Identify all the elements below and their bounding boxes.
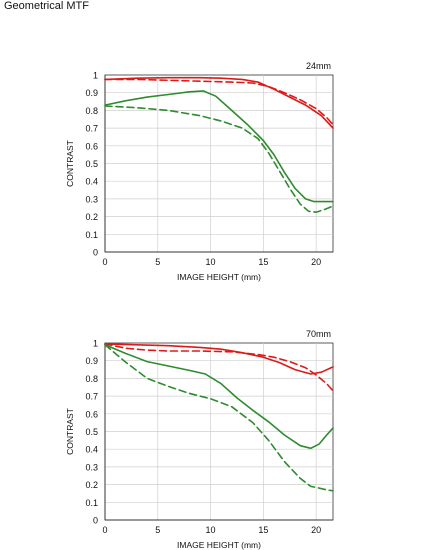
y-tick-label: 0.1 (85, 230, 98, 240)
y-tick-label: 0 (93, 248, 98, 258)
y-tick-label: 0.9 (85, 88, 98, 98)
x-tick-label: 0 (102, 525, 107, 535)
y-tick-label: 0.8 (85, 106, 98, 116)
y-tick-label: 0.6 (85, 409, 98, 419)
x-axis-label: IMAGE HEIGHT (mm) (177, 272, 261, 282)
y-axis-label: CONTRAST (65, 408, 75, 455)
y-tick-label: 0.5 (85, 159, 98, 169)
y-tick-label: 0.8 (85, 374, 98, 384)
y-tick-label: 0.3 (85, 462, 98, 472)
page-title: Geometrical MTF (4, 0, 89, 12)
y-tick-label: 0.5 (85, 427, 98, 437)
y-tick-label: 1 (93, 71, 98, 81)
chart-title: 70mm (306, 329, 331, 339)
series-line-2 (104, 78, 334, 126)
y-tick-label: 0.2 (85, 480, 98, 490)
y-tick-label: 0.4 (85, 445, 98, 455)
x-tick-label: 15 (258, 525, 268, 535)
y-tick-label: 0.4 (85, 177, 98, 187)
x-tick-label: 0 (102, 257, 107, 267)
series-line-3 (104, 344, 334, 450)
x-tick-label: 15 (258, 257, 268, 267)
y-tick-label: 0.2 (85, 212, 98, 222)
x-tick-label: 20 (311, 525, 321, 535)
series-line-4 (104, 105, 334, 213)
y-tick-label: 0.7 (85, 124, 98, 134)
y-tick-label: 0.9 (85, 356, 98, 366)
y-tick-label: 0 (93, 516, 98, 526)
y-tick-label: 0.3 (85, 194, 98, 204)
chart-title: 24mm (306, 61, 331, 71)
series-line-1 (104, 76, 334, 129)
mtf-chart-70mm: 00.10.20.30.40.50.60.70.80.910 5 10 15 2070m… (65, 329, 334, 550)
y-tick-label: 0.6 (85, 141, 98, 151)
y-tick-label: 1 (93, 339, 98, 349)
x-tick-label: 5 (155, 525, 160, 535)
mtf-chart-24mm: 00.10.20.30.40.50.60.70.80.910 5 10 15 2024m… (65, 61, 334, 282)
series-line-3 (104, 90, 334, 203)
series-line-2 (104, 343, 334, 392)
x-axis-label: IMAGE HEIGHT (mm) (177, 540, 261, 550)
series-line-4 (104, 344, 334, 492)
x-tick-label: 10 (206, 525, 216, 535)
x-tick-label: 20 (311, 257, 321, 267)
y-tick-label: 0.1 (85, 498, 98, 508)
y-tick-label: 0.7 (85, 392, 98, 402)
x-tick-label: 10 (206, 257, 216, 267)
x-tick-label: 5 (155, 257, 160, 267)
series-line-1 (104, 343, 334, 375)
y-axis-label: CONTRAST (65, 140, 75, 187)
